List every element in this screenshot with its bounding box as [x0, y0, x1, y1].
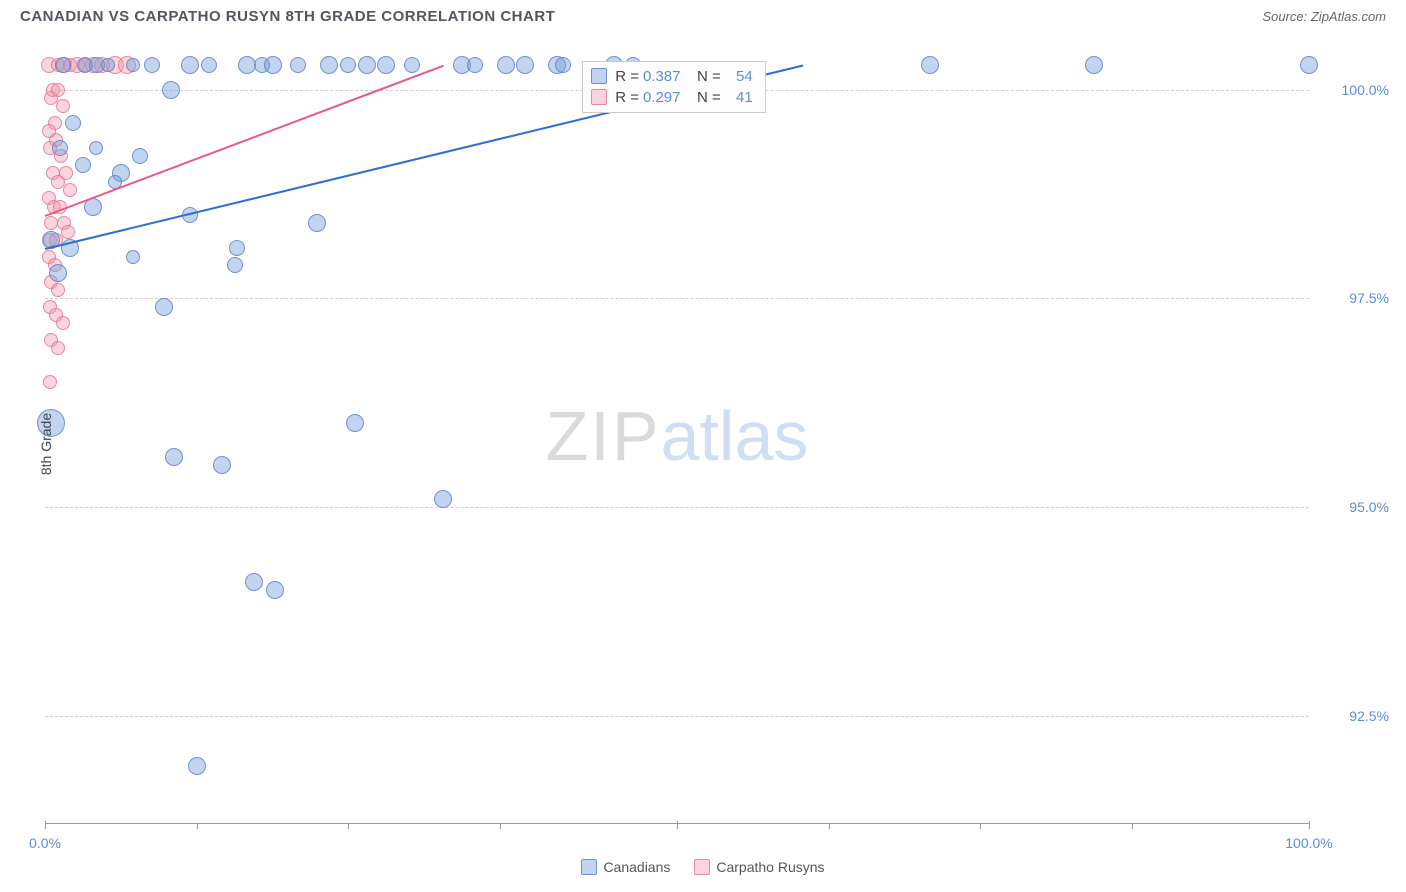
grid-line	[45, 716, 1309, 717]
scatter-point	[42, 124, 56, 138]
x-tick	[980, 823, 981, 829]
x-tick	[45, 821, 46, 829]
scatter-point	[126, 58, 140, 72]
scatter-point	[340, 57, 356, 73]
scatter-point	[51, 283, 65, 297]
x-tick	[1132, 823, 1133, 829]
scatter-point	[229, 240, 245, 256]
scatter-point	[75, 157, 91, 173]
plot-area: ZIPatlas 0.0%100.0%R =0.387N =54R =0.297…	[45, 48, 1309, 824]
scatter-point	[467, 57, 483, 73]
y-axis-title: 8th Grade	[38, 413, 54, 475]
x-tick	[829, 823, 830, 829]
scatter-point	[1085, 56, 1103, 74]
grid-line	[45, 298, 1309, 299]
y-tick-label: 97.5%	[1349, 290, 1389, 306]
scatter-point	[43, 375, 57, 389]
scatter-point	[245, 573, 263, 591]
scatter-point	[51, 341, 65, 355]
scatter-point	[144, 57, 160, 73]
scatter-point	[89, 141, 103, 155]
watermark-zip: ZIP	[546, 397, 661, 475]
scatter-point	[290, 57, 306, 73]
scatter-point	[516, 56, 534, 74]
chart-header: CANADIAN VS CARPATHO RUSYN 8TH GRADE COR…	[0, 0, 1406, 29]
scatter-point	[404, 57, 420, 73]
scatter-point	[59, 166, 73, 180]
scatter-point	[56, 316, 70, 330]
stats-row: R =0.297N =41	[591, 87, 757, 108]
scatter-point	[63, 183, 77, 197]
x-tick	[500, 823, 501, 829]
scatter-point	[52, 140, 68, 156]
chart-title: CANADIAN VS CARPATHO RUSYN 8TH GRADE COR…	[20, 8, 555, 25]
scatter-point	[555, 57, 571, 73]
grid-line	[45, 507, 1309, 508]
scatter-point	[1300, 56, 1318, 74]
scatter-point	[61, 225, 75, 239]
x-tick	[677, 821, 678, 829]
legend-swatch	[591, 68, 607, 84]
stats-box: R =0.387N =54R =0.297N =41	[582, 61, 766, 113]
scatter-point	[921, 56, 939, 74]
y-tick-label: 92.5%	[1349, 708, 1389, 724]
scatter-point	[55, 57, 71, 73]
legend-swatch	[591, 89, 607, 105]
chart-source: Source: ZipAtlas.com	[1262, 9, 1386, 24]
x-tick-label: 0.0%	[29, 835, 61, 851]
scatter-point	[65, 115, 81, 131]
legend-item: Canadians	[581, 859, 670, 875]
scatter-point	[308, 214, 326, 232]
scatter-point	[266, 581, 284, 599]
scatter-point	[346, 414, 364, 432]
scatter-point	[132, 148, 148, 164]
x-tick	[1309, 821, 1310, 829]
scatter-point	[434, 490, 452, 508]
y-tick-label: 95.0%	[1349, 499, 1389, 515]
watermark: ZIPatlas	[546, 396, 809, 476]
watermark-atlas: atlas	[661, 397, 809, 475]
scatter-point	[56, 99, 70, 113]
x-tick	[348, 823, 349, 829]
chart-container: ZIPatlas 0.0%100.0%R =0.387N =54R =0.297…	[45, 48, 1399, 844]
y-tick-label: 100.0%	[1342, 82, 1389, 98]
scatter-point	[264, 56, 282, 74]
regression-line-pink	[45, 65, 444, 217]
legend-swatch	[694, 859, 710, 875]
scatter-point	[155, 298, 173, 316]
x-tick-label: 100.0%	[1285, 835, 1332, 851]
legend-item: Carpatho Rusyns	[694, 859, 824, 875]
scatter-point	[188, 757, 206, 775]
scatter-point	[49, 264, 67, 282]
scatter-point	[165, 448, 183, 466]
x-tick	[197, 823, 198, 829]
scatter-point	[358, 56, 376, 74]
scatter-point	[377, 56, 395, 74]
legend-swatch	[581, 859, 597, 875]
scatter-point	[51, 83, 65, 97]
scatter-point	[126, 250, 140, 264]
scatter-point	[201, 57, 217, 73]
scatter-point	[227, 257, 243, 273]
scatter-point	[213, 456, 231, 474]
scatter-point	[497, 56, 515, 74]
bottom-legend: Canadians Carpatho Rusyns	[0, 859, 1406, 880]
scatter-point	[181, 56, 199, 74]
scatter-point	[101, 58, 115, 72]
scatter-point	[162, 81, 180, 99]
scatter-point	[320, 56, 338, 74]
stats-row: R =0.387N =54	[591, 66, 757, 87]
